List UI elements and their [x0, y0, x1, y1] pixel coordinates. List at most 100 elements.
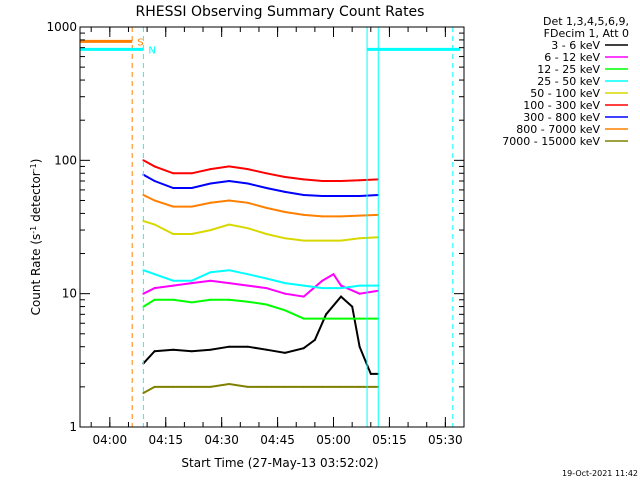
data-point: [153, 298, 156, 301]
y-tick-label: 100: [54, 153, 77, 167]
data-point: [172, 233, 175, 235]
data-point: [265, 206, 268, 209]
data-point: [358, 195, 361, 197]
data-point: [321, 215, 324, 218]
data-point: [340, 180, 342, 182]
series-line-6: [142, 173, 379, 197]
series-line-4: [143, 220, 379, 242]
data-point: [284, 309, 286, 312]
data-point: [284, 237, 286, 240]
data-point: [172, 298, 175, 301]
series-line-2: [142, 298, 379, 320]
data-point: [302, 194, 305, 196]
data-point: [228, 282, 231, 285]
legend-entry-label: 3 - 6 keV: [551, 39, 600, 52]
series-layer: [142, 159, 380, 394]
x-tick-label: 04:45: [260, 433, 295, 447]
data-point: [153, 180, 156, 182]
data-point: [153, 223, 156, 226]
data-point: [340, 317, 342, 320]
data-point: [340, 287, 342, 290]
data-point: [246, 300, 249, 303]
data-point: [209, 298, 212, 301]
data-point: [153, 350, 156, 353]
legend-header-0: Det 1,3,4,5,6,9,: [543, 15, 629, 28]
legend-entry-label: 800 - 7000 keV: [516, 123, 600, 136]
data-point: [209, 182, 212, 185]
flag-label-n: N: [148, 45, 155, 56]
data-point: [190, 279, 193, 282]
data-point: [284, 351, 286, 354]
data-point: [265, 172, 268, 175]
data-point: [302, 347, 305, 350]
data-point: [190, 187, 193, 189]
data-point: [358, 237, 361, 240]
data-point: [302, 178, 305, 181]
data-point: [302, 385, 305, 388]
data-point: [209, 385, 212, 388]
data-point: [228, 298, 231, 301]
data-point: [228, 165, 231, 168]
footer-timestamp: 19-Oct-2021 11:42: [562, 469, 638, 478]
data-point: [340, 295, 342, 298]
legend-entry-label: 6 - 12 keV: [544, 51, 600, 64]
legend: Det 1,3,4,5,6,9,FDecim 1, Att 03 - 6 keV…: [502, 15, 629, 148]
axes-layer: 1 10 100 1000 04:00 04:15 04:30 04:45 05:00 05:15…: [46, 20, 465, 447]
data-point: [265, 233, 268, 235]
data-point: [172, 187, 175, 189]
x-tick-label: 04:00: [93, 433, 128, 447]
data-point: [302, 317, 305, 320]
legend-entry-label: 100 - 300 keV: [523, 99, 600, 112]
x-tick-label: 04:30: [204, 433, 239, 447]
data-point: [246, 168, 249, 171]
data-point: [313, 338, 316, 341]
legend-entry-label: 25 - 50 keV: [537, 75, 600, 88]
data-point: [302, 213, 305, 216]
data-point: [265, 303, 268, 306]
data-point: [369, 372, 372, 375]
series-line-3: [143, 269, 379, 290]
legend-entry-label: 300 - 800 keV: [523, 111, 600, 124]
legend-entry-label: 50 - 100 keV: [530, 87, 600, 100]
data-point: [321, 317, 324, 320]
marker-layer: SN: [79, 27, 461, 427]
data-point: [358, 385, 361, 388]
data-point: [325, 313, 328, 316]
x-axis-label: Start Time (27-May-13 03:52:02): [181, 456, 378, 470]
data-point: [246, 345, 249, 348]
data-point: [284, 292, 286, 295]
y-tick-label: 1: [69, 420, 77, 434]
data-point: [340, 284, 342, 287]
data-point: [228, 223, 231, 226]
data-point: [246, 182, 249, 185]
data-point: [351, 305, 354, 308]
legend-entry-label: 12 - 25 keV: [537, 63, 600, 76]
data-point: [142, 392, 145, 394]
data-point: [142, 159, 145, 162]
data-point: [209, 229, 212, 232]
data-point: [358, 214, 361, 217]
data-point: [284, 211, 286, 213]
data-point: [172, 279, 175, 282]
data-point: [265, 187, 268, 189]
data-point: [340, 239, 342, 242]
data-point: [246, 284, 249, 287]
data-point: [302, 295, 305, 298]
data-point: [265, 287, 268, 290]
data-point: [246, 385, 249, 388]
data-point: [358, 292, 361, 295]
data-point: [246, 273, 249, 276]
data-point: [246, 227, 249, 230]
data-point: [228, 180, 231, 182]
y-tick-label: 10: [62, 287, 77, 301]
x-tick-label: 05:15: [372, 433, 407, 447]
data-point: [209, 271, 212, 274]
series-line-8: [142, 382, 379, 394]
data-point: [172, 348, 175, 351]
data-point: [228, 345, 231, 348]
data-point: [153, 287, 156, 290]
data-point: [321, 385, 324, 388]
data-point: [153, 273, 156, 276]
data-point: [284, 190, 286, 193]
data-point: [358, 284, 361, 287]
